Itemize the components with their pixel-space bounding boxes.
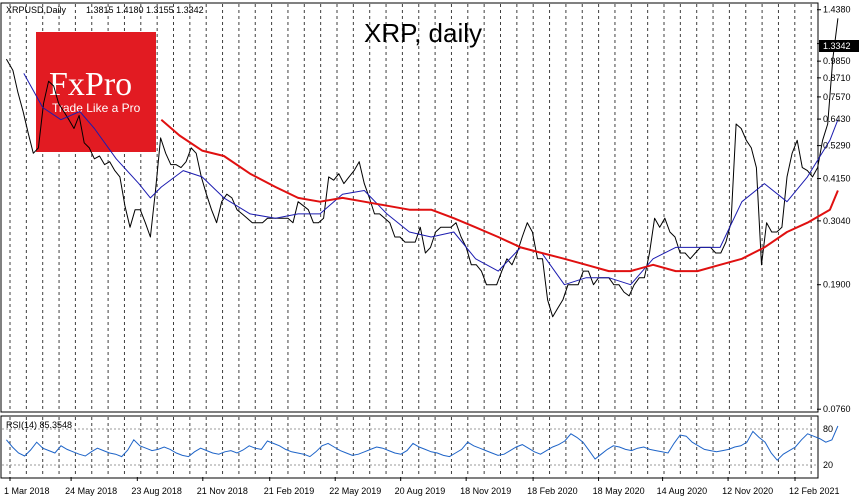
ohlc-label: 1.3815 1.4180 1.3155 1.3342 bbox=[86, 5, 204, 15]
x-tick-label: 14 Aug 2020 bbox=[657, 486, 708, 496]
rsi-tick-label: 20 bbox=[823, 460, 833, 470]
y-tick-label: 0.4150 bbox=[823, 174, 851, 184]
x-tick-label: 12 Nov 2020 bbox=[722, 486, 773, 496]
x-axis: 1 Mar 2018 24 May 2018 23 Aug 2018 21 Nov 2… bbox=[4, 477, 840, 496]
y-tick-label: 0.0760 bbox=[823, 404, 851, 414]
fxpro-logo: FxPro Trade Like a Pro bbox=[36, 32, 156, 152]
y-tick-label: 0.1900 bbox=[823, 280, 851, 290]
y-tick-label: 1.4380 bbox=[823, 5, 851, 15]
series-layer bbox=[5, 18, 839, 318]
y-axis: 1.43801.12100.98500.87100.75700.64300.52… bbox=[817, 5, 851, 414]
symbol-label: XRPUSD,Daily bbox=[6, 5, 67, 15]
x-tick-label: 20 Aug 2019 bbox=[395, 486, 446, 496]
y-tick-label: 0.3040 bbox=[823, 216, 851, 226]
x-tick-label: 18 May 2020 bbox=[593, 486, 645, 496]
y-tick-label: 0.8710 bbox=[823, 73, 851, 83]
last-price-tag: 1.3342 bbox=[819, 40, 859, 52]
x-tick-label: 22 May 2019 bbox=[329, 486, 381, 496]
x-tick-label: 1 Mar 2018 bbox=[4, 486, 50, 496]
rsi-line bbox=[6, 425, 839, 461]
rsi-axis: 80 20 bbox=[823, 424, 833, 470]
chart-title: XRP, daily bbox=[364, 18, 482, 48]
y-tick-label: 0.5290 bbox=[823, 141, 851, 151]
logo-sub-text: Trade Like a Pro bbox=[52, 101, 141, 115]
y-tick-label: 0.6430 bbox=[823, 114, 851, 124]
x-tick-label: 18 Nov 2019 bbox=[460, 486, 511, 496]
series-ma_long bbox=[160, 118, 839, 273]
series-ma_short bbox=[23, 73, 839, 286]
series-price bbox=[5, 18, 839, 318]
x-tick-label: 21 Feb 2019 bbox=[264, 486, 315, 496]
last-price-label: 1.3342 bbox=[823, 41, 851, 51]
y-tick-label: 0.7570 bbox=[823, 92, 851, 102]
y-tick-label: 0.9850 bbox=[823, 56, 851, 66]
rsi-layer bbox=[6, 425, 839, 461]
x-tick-label: 21 Nov 2018 bbox=[197, 486, 248, 496]
rsi-tick-label: 80 bbox=[823, 424, 833, 434]
x-tick-label: 12 Feb 2021 bbox=[789, 486, 840, 496]
logo-main-text: FxPro bbox=[49, 66, 132, 103]
x-tick-label: 18 Feb 2020 bbox=[527, 486, 578, 496]
rsi-label: RSI(14) 85.3548 bbox=[6, 420, 72, 430]
x-tick-label: 24 May 2018 bbox=[65, 486, 117, 496]
x-tick-label: 23 Aug 2018 bbox=[131, 486, 182, 496]
